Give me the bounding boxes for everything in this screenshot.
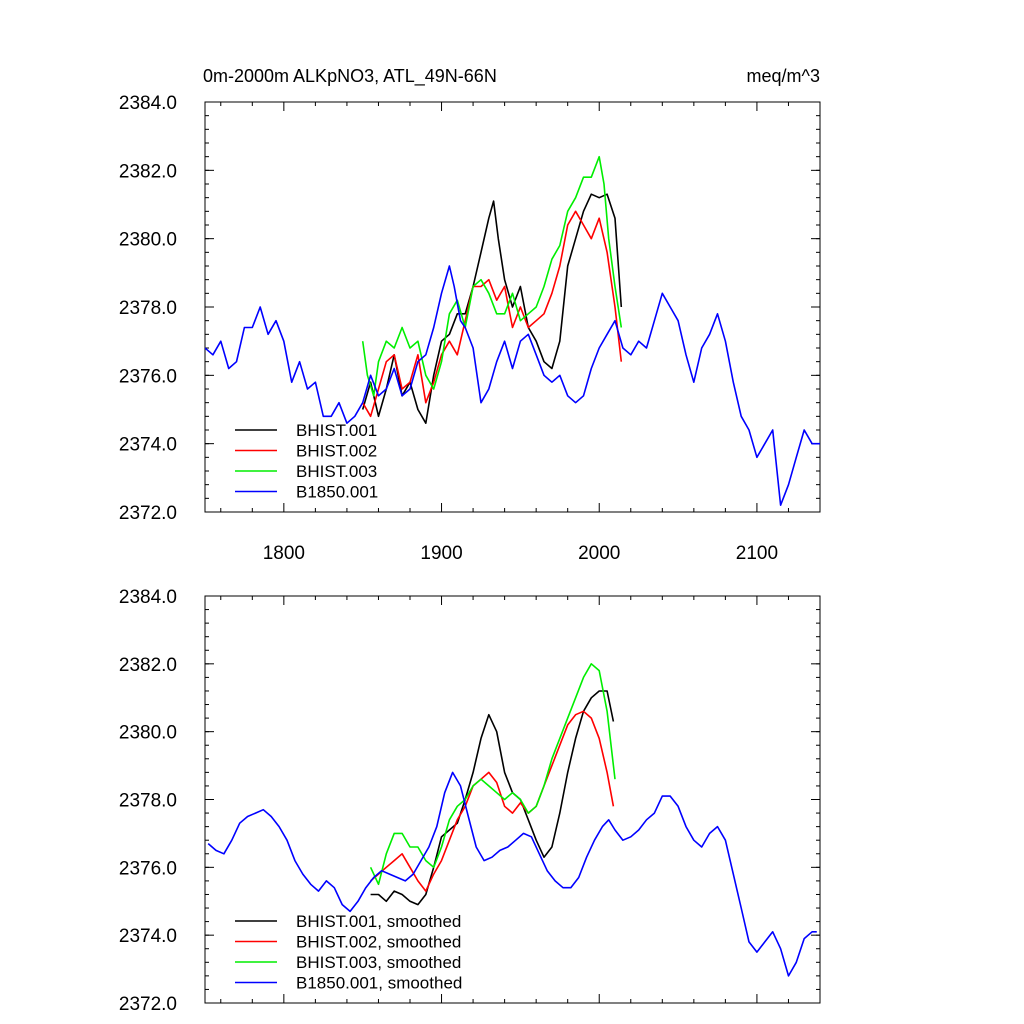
legend-label: BHIST.001, smoothed <box>296 912 461 931</box>
legend-label: BHIST.001 <box>296 421 377 440</box>
legend-label: BHIST.002 <box>296 442 377 461</box>
y-tick-label: 2374.0 <box>119 435 177 456</box>
y-tick-label: 2378.0 <box>119 298 177 319</box>
y-tick-label: 2372.0 <box>119 503 177 524</box>
series-line-bhist-001 <box>370 690 615 906</box>
y-tick-label: 2384.0 <box>119 587 177 608</box>
legend-label: BHIST.002, smoothed <box>296 933 461 952</box>
y-tick-label: 2380.0 <box>119 723 177 744</box>
y-tick-label: 2384.0 <box>119 93 177 114</box>
y-tick-label: 2376.0 <box>119 366 177 387</box>
series-line-bhist-002 <box>370 710 615 892</box>
top-panel: 2372.0 2374.0 2376.0 2378.0 2380.0 2382.0 2384… <box>119 93 821 564</box>
legend-label: BHIST.003 <box>296 462 377 481</box>
y-tick-label: 2380.0 <box>119 230 177 251</box>
y-tick-label: 2382.0 <box>119 161 177 182</box>
series-group <box>207 663 817 977</box>
legend-label: B1850.001 <box>296 483 378 502</box>
series-line-b1850-001 <box>205 265 820 506</box>
x-tick-label: 1900 <box>420 543 462 564</box>
bottom-panel: 2372.0 2374.0 2376.0 2378.0 2380.0 2382.0 2384… <box>119 587 821 1015</box>
series-line-b1850-001 <box>207 771 817 977</box>
series-line-bhist-003 <box>361 155 623 397</box>
y-tick-label: 2382.0 <box>119 655 177 676</box>
legend-label: BHIST.003, smoothed <box>296 953 461 972</box>
chart-title: 0m-2000m ALKpNO3, ATL_49N-66N <box>203 66 497 87</box>
y-tick-label: 2374.0 <box>119 926 177 947</box>
x-tick-label: 2100 <box>736 543 778 564</box>
series-line-bhist-003 <box>369 663 616 886</box>
y-tick-label: 2372.0 <box>119 994 177 1015</box>
legend-label: B1850.001, smoothed <box>296 974 462 993</box>
series-line-bhist-001 <box>361 193 623 424</box>
x-tick-label: 1800 <box>263 543 305 564</box>
x-tick-label: 2000 <box>578 543 620 564</box>
series-group <box>205 155 820 506</box>
y-tick-label: 2376.0 <box>119 858 177 879</box>
y-tick-label: 2378.0 <box>119 791 177 812</box>
series-line-bhist-002 <box>362 210 623 418</box>
chart-units: meq/m^3 <box>747 66 820 86</box>
